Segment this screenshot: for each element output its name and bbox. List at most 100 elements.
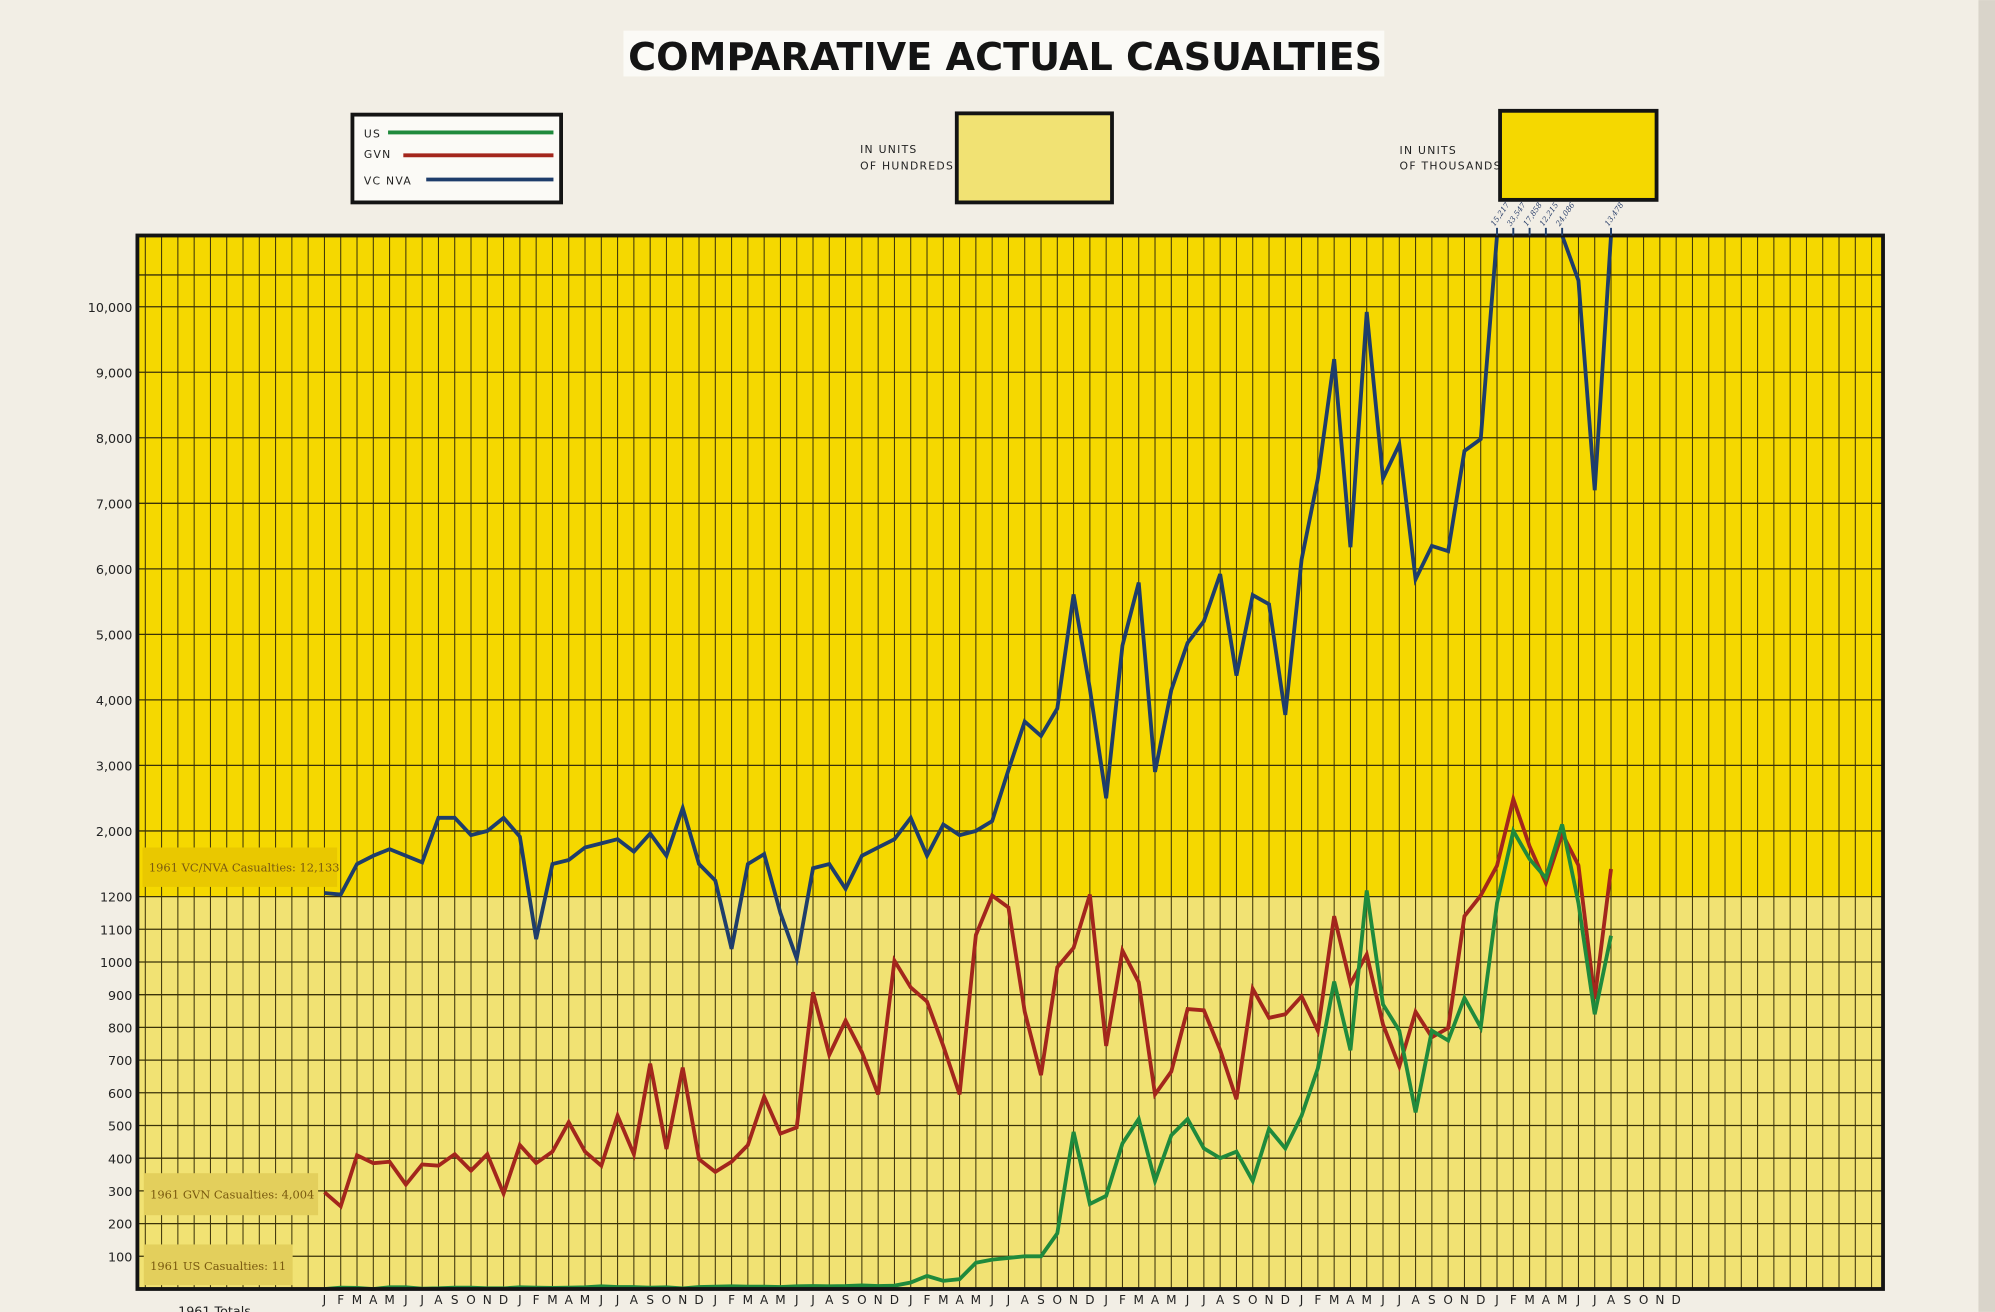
title-backing <box>623 30 1385 77</box>
x-tick-month-label: M <box>1134 1293 1144 1307</box>
legend-label-vc: VC NVA <box>364 175 412 188</box>
poster-edge <box>1978 0 1995 1312</box>
units-hundreds-swatch <box>954 111 1114 205</box>
x-tick-month-label: J <box>1592 1293 1597 1307</box>
x-tick-month-label: A <box>1411 1293 1420 1307</box>
y-tick-label-thousands: 4,000 <box>96 693 132 708</box>
x-tick-month-label: N <box>874 1293 883 1307</box>
x-tick-month-label: F <box>1510 1293 1517 1307</box>
x-tick-month-label: J <box>810 1293 815 1307</box>
units-thousands-key: IN UNITS OF THOUSANDS <box>1400 108 1659 202</box>
units-thousands-line2: OF THOUSANDS <box>1400 159 1502 172</box>
y-tick-label-thousands: 6,000 <box>96 562 132 577</box>
y-tick-label-hundreds: 1100 <box>100 922 132 937</box>
x-tick-month-label: O <box>1248 1293 1258 1307</box>
y-tick-label-thousands: 3,000 <box>96 759 132 774</box>
x-tick-month-label: A <box>369 1293 378 1307</box>
y-tick-label-hundreds: 1200 <box>100 890 132 905</box>
x-tick-month-label: S <box>1037 1293 1045 1307</box>
x-tick-month-label: D <box>1672 1293 1681 1307</box>
grid <box>137 235 1884 1289</box>
series-line-gvn <box>323 792 1613 1210</box>
plot-area: 1961 VC/NVA Casualties: 12,133 1961 GVN … <box>135 233 1885 1291</box>
x-tick-month-label: M <box>743 1293 753 1307</box>
y-tick-label-hundreds: 400 <box>108 1151 132 1166</box>
x-tick-month-label: M <box>775 1293 785 1307</box>
x-tick-month-label: N <box>678 1293 687 1307</box>
note-gvn-1961-box <box>143 1173 319 1216</box>
x-tick-month-label: J <box>989 1293 994 1307</box>
units-hundreds-line1: IN UNITS <box>860 143 917 156</box>
x-tick-month-label: A <box>825 1293 834 1307</box>
note-vc-1961-box <box>142 847 338 887</box>
x-tick-month-label: J <box>908 1293 913 1307</box>
x-tick-month-label: O <box>1443 1293 1453 1307</box>
y-tick-label-thousands: 7,000 <box>96 496 132 511</box>
legend: US GVN VC NVA <box>350 112 564 205</box>
units-thousands-line1: IN UNITS <box>1400 144 1457 157</box>
x-tick-month-label: M <box>971 1293 981 1307</box>
units-hundreds-line2: OF HUNDREDS <box>860 159 954 172</box>
x-tick-month-label: O <box>662 1293 672 1307</box>
x-tick-month-label: D <box>1281 1293 1290 1307</box>
x-tick-month-label: F <box>924 1293 931 1307</box>
y-tick-label-thousands: 5,000 <box>96 627 132 642</box>
x-tick-month-label: S <box>451 1293 459 1307</box>
x-tick-month-label: J <box>794 1293 799 1307</box>
x-tick-month-label: M <box>1557 1293 1567 1307</box>
x-tick-month-label: M <box>938 1293 948 1307</box>
x-tick-month-label: J <box>403 1293 408 1307</box>
y-tick-label-hundreds: 700 <box>108 1053 132 1068</box>
x-tick-month-label: O <box>857 1293 867 1307</box>
x-tick-month-label: A <box>955 1293 964 1307</box>
note-gvn-1961: 1961 GVN Casualties: 4,004 <box>150 1188 314 1202</box>
note-1961-totals: 1961 Totals <box>178 1304 251 1312</box>
x-tick-month-label: S <box>1623 1293 1631 1307</box>
y-tick-label-thousands: 2,000 <box>96 824 132 839</box>
x-tick-month-label: J <box>1299 1293 1304 1307</box>
x-tick-month-label: A <box>1607 1293 1616 1307</box>
x-tick-month-label: M <box>1329 1293 1339 1307</box>
plot-border <box>135 233 1885 1291</box>
x-tick-month-label: J <box>322 1293 327 1307</box>
units-hundreds-key: IN UNITS OF HUNDREDS <box>860 111 1114 205</box>
note-us-1961-box <box>143 1244 293 1286</box>
legend-label-us: US <box>364 128 381 141</box>
x-tick-month-label: F <box>533 1293 540 1307</box>
x-tick-month-label: D <box>890 1293 899 1307</box>
y-tick-label-hundreds: 300 <box>108 1184 132 1199</box>
x-tick-month-label: A <box>630 1293 639 1307</box>
x-tick-month-label: J <box>1397 1293 1402 1307</box>
y-tick-label-thousands: 10,000 <box>88 300 133 315</box>
x-tick-month-label: S <box>646 1293 654 1307</box>
legend-label-gvn: GVN <box>364 148 392 161</box>
x-tick-month-label: D <box>694 1293 703 1307</box>
x-tick-month-label: J <box>1006 1293 1011 1307</box>
x-tick-month-label: O <box>1053 1293 1063 1307</box>
x-tick-month-label: J <box>517 1293 522 1307</box>
x-tick-month-label: J <box>1201 1293 1206 1307</box>
x-tick-month-label: M <box>1166 1293 1176 1307</box>
x-tick-month-label: F <box>1314 1293 1321 1307</box>
x-tick-month-label: N <box>1264 1293 1273 1307</box>
x-tick-month-label: N <box>483 1293 492 1307</box>
x-tick-month-label: J <box>1380 1293 1385 1307</box>
thousands-region <box>137 235 1884 898</box>
x-tick-month-label: S <box>1428 1293 1436 1307</box>
x-tick-month-label: M <box>1362 1293 1372 1307</box>
x-tick-month-label: D <box>1476 1293 1485 1307</box>
x-tick-month-label: A <box>565 1293 574 1307</box>
x-tick-month-label: S <box>842 1293 850 1307</box>
legend-box <box>350 112 564 205</box>
x-tick-month-label: D <box>1085 1293 1094 1307</box>
y-tick-label-hundreds: 800 <box>108 1020 132 1035</box>
y-tick-label-hundreds: 600 <box>108 1086 132 1101</box>
y-tick-label-hundreds: 900 <box>108 988 132 1003</box>
series-line-vc <box>324 233 1613 967</box>
x-tick-month-label: A <box>434 1293 443 1307</box>
x-tick-month-label: J <box>1185 1293 1190 1307</box>
x-tick-month-label: A <box>1542 1293 1551 1307</box>
x-tick-month-label: A <box>1021 1293 1030 1307</box>
units-thousands-swatch <box>1498 108 1659 202</box>
